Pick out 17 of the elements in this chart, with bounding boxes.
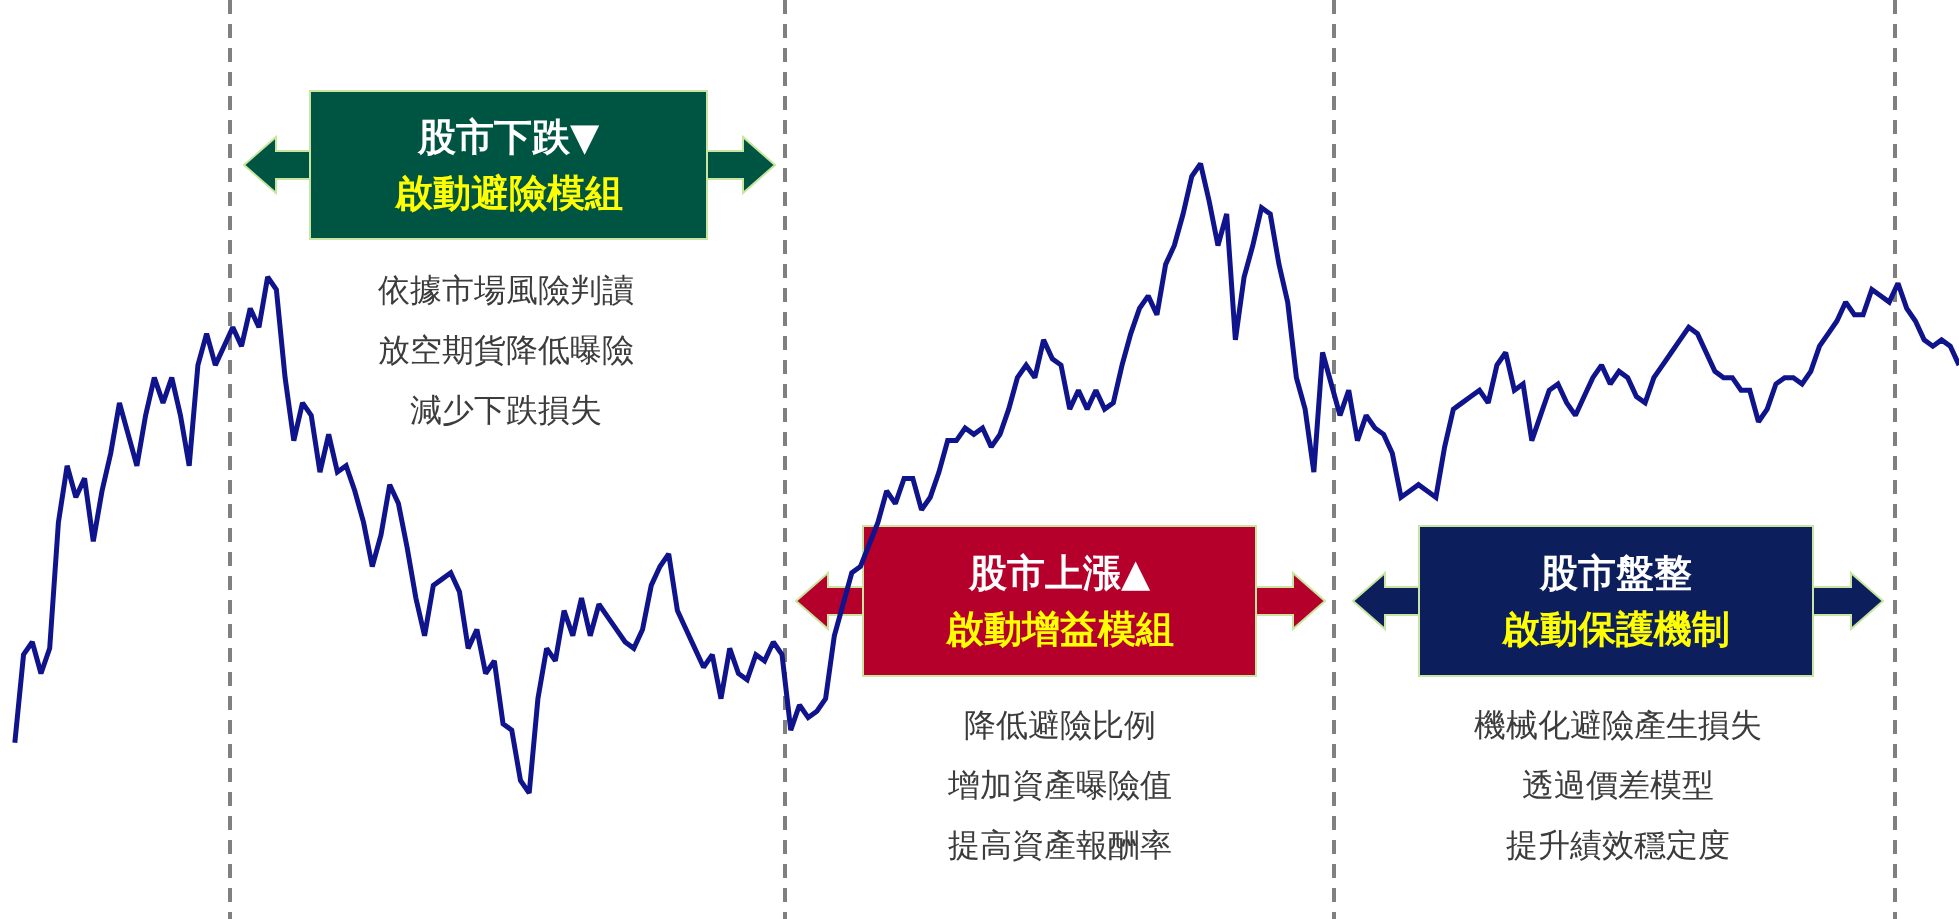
annotation: 啟動增益模組 (945, 606, 1174, 653)
banner-panel: 股市盤整 啟動保護機制 (1418, 525, 1814, 677)
banner-panel: 股市上漲▲ 啟動增益模組 (862, 525, 1257, 677)
text: 提升績效穩定度 (1506, 825, 1730, 866)
annotation: 啟動避險模組 (394, 170, 623, 217)
annotation: 股市上漲▲ (968, 550, 1151, 597)
annotation: 增加資產曝險值 (948, 765, 1172, 806)
annotation: 透過價差模型 (1522, 765, 1714, 806)
annotation: 減少下跌損失 (410, 390, 602, 431)
banner-panel: 股市下跌▼ 啟動避險模組 (309, 90, 708, 240)
annotation: 機械化避險產生損失 (1474, 705, 1762, 746)
annotation: 啟動保護機制 (1502, 606, 1730, 653)
annotation: 放空期貨降低曝險 (378, 330, 634, 371)
annotation: 股市盤整 (1540, 550, 1692, 597)
annotation: 依據市場風險判讀 (378, 270, 634, 311)
text: 提高資產報酬率 (948, 825, 1172, 866)
annotation: 降低避險比例 (964, 705, 1156, 746)
